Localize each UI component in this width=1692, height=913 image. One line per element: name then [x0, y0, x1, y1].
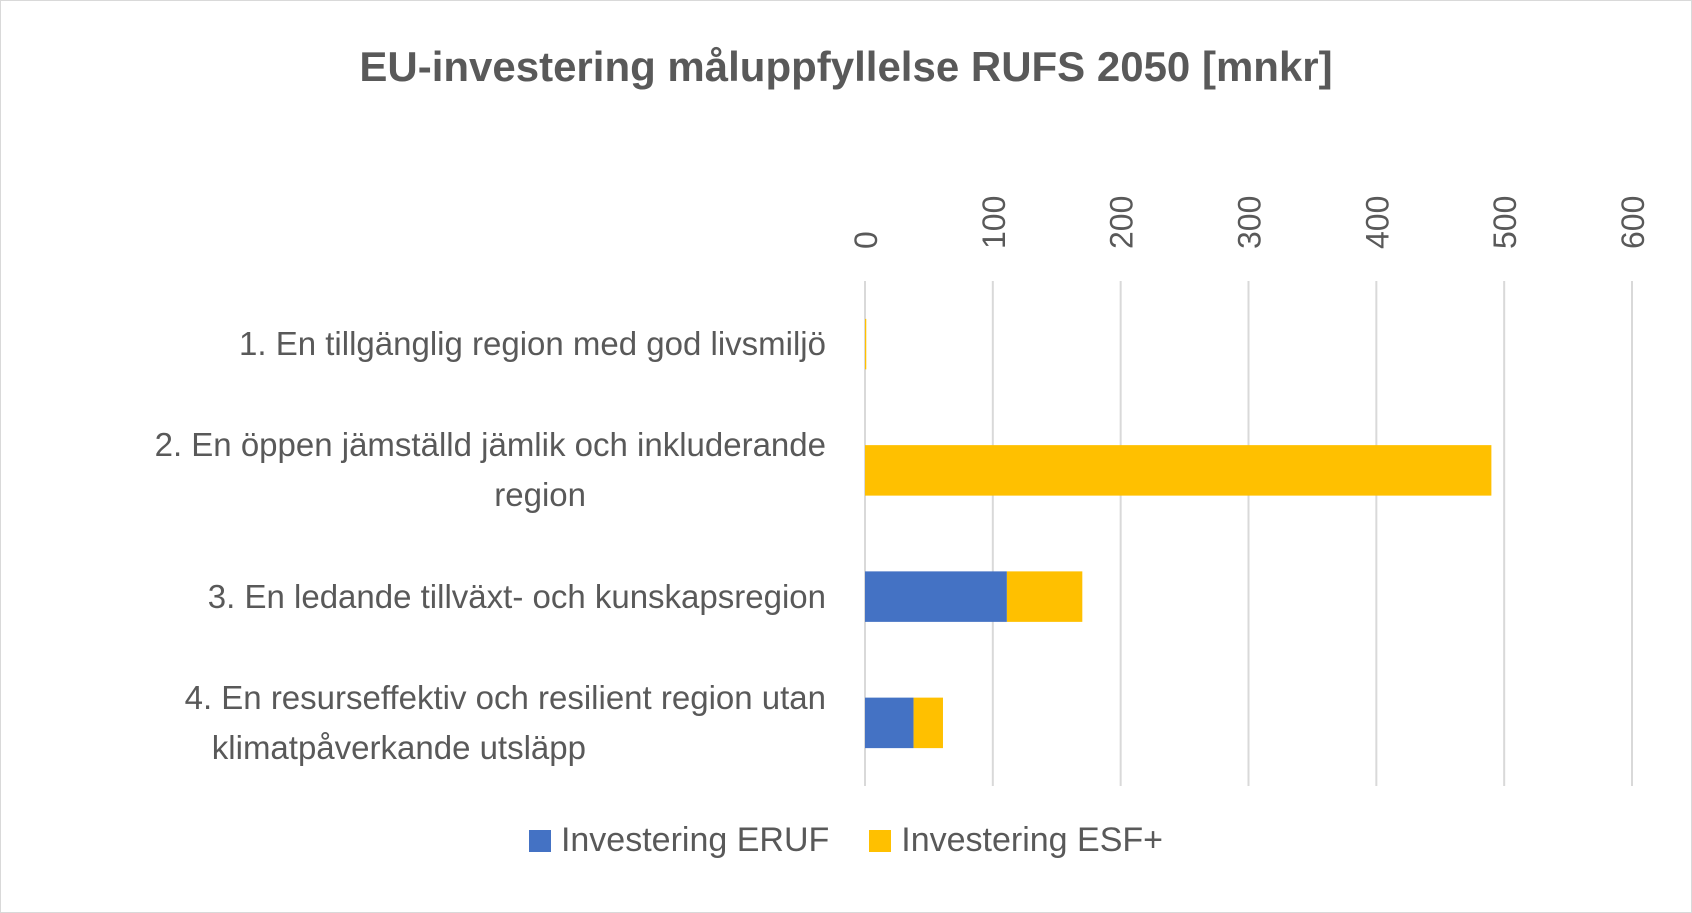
legend-item-esf: Investering ESF+ [869, 821, 1163, 860]
legend: Investering ERUF Investering ESF+ [1, 821, 1691, 860]
category-label-line: 3. En ledande tillväxt- och kunskapsregi… [207, 577, 826, 615]
chart-title: EU-investering måluppfyllelse RUFS 2050 … [359, 43, 1333, 90]
tick-label: 500 [1487, 196, 1523, 249]
bar-eruf-4 [865, 697, 914, 749]
bar-esf-2 [865, 445, 1492, 496]
bar-esf-3 [1006, 571, 1083, 622]
category-label: 2. En öppen jämställd jämlik och inklude… [6, 420, 826, 520]
bar-esf-4 [913, 697, 943, 749]
category-label-line: klimatpåverkande utsläpp [211, 728, 586, 766]
legend-swatch-eruf [528, 829, 551, 852]
legend-label-eruf: Investering ERUF [560, 821, 830, 859]
tick-label: 300 [1232, 196, 1268, 249]
category-label: 3. En ledande tillväxt- och kunskapsregi… [6, 572, 826, 622]
category-label: 1. En tillgänglig region med god livsmil… [6, 319, 826, 369]
tick-label: 600 [1615, 196, 1651, 249]
category-label: 4. En resurseffektiv och resilient regio… [6, 673, 826, 773]
legend-swatch-esf [869, 829, 892, 852]
legend-label-esf: Investering ESF+ [901, 821, 1164, 859]
category-label-line: region [494, 476, 586, 514]
tick-label: 400 [1359, 196, 1395, 249]
bar-eruf-3 [865, 571, 1007, 622]
legend-item-eruf: Investering ERUF [528, 821, 830, 860]
category-label-line: 4. En resurseffektiv och resilient regio… [184, 678, 826, 716]
bar-esf-1 [865, 318, 867, 370]
category-label-line: 2. En öppen jämställd jämlik och inklude… [154, 426, 826, 464]
tick-label: 200 [1104, 196, 1140, 249]
tick-label: 0 [848, 231, 884, 249]
category-label-line: 1. En tillgänglig region med god livsmil… [239, 325, 826, 363]
tick-label: 100 [976, 196, 1012, 249]
